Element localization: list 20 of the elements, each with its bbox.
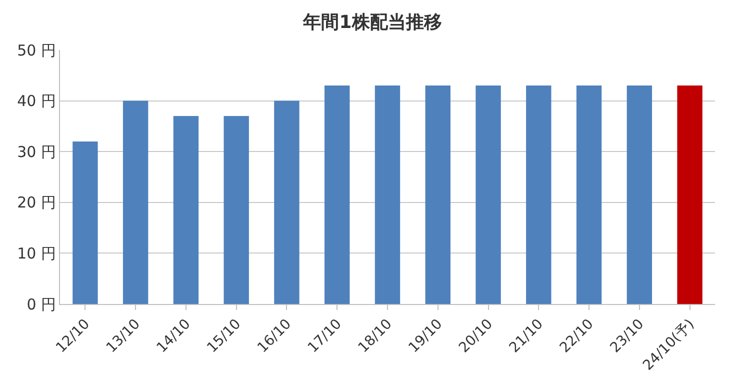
bar (476, 86, 501, 304)
bar (677, 86, 702, 304)
bar (274, 100, 300, 304)
bar (425, 86, 450, 304)
y-tick-label: 50 円 (17, 41, 56, 60)
bar (72, 141, 98, 304)
bar (324, 86, 350, 304)
bar (576, 86, 602, 304)
y-tick-label: 10 円 (17, 244, 56, 262)
bar (526, 86, 552, 304)
bar (374, 86, 400, 304)
chart-title: 年間1株配当推移 (302, 12, 442, 34)
bar (122, 100, 148, 304)
y-tick-label: 40 円 (17, 92, 56, 110)
bar (626, 86, 652, 304)
y-tick-label: 0 円 (26, 295, 56, 314)
y-tick-label: 30 円 (17, 142, 56, 161)
y-tick-label: 20 円 (17, 194, 56, 212)
bar (173, 116, 199, 304)
bar (224, 116, 249, 304)
